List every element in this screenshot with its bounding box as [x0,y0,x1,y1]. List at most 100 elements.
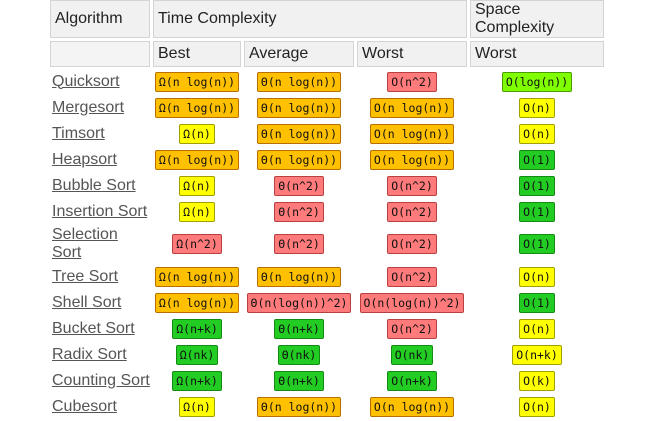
space-cell: O(1) [470,174,604,197]
best-complexity-badge: Ω(n+k) [172,370,222,391]
worst-complexity-badge: O(n^2) [387,266,437,287]
best-cell: Ω(n log(n)) [153,291,241,314]
worst-cell: O(n^2) [357,70,467,93]
space-complexity-badge: O(1) [519,234,555,254]
average-complexity-badge: Θ(n^2) [274,234,324,254]
table-row: Quicksort Ω(n log(n)) Θ(n log(n)) O(n^2) O(l… [50,70,604,93]
best-complexity-badge: Ω(n^2) [172,234,222,254]
algorithm-cell: Timsort [50,122,150,145]
algorithm-link[interactable]: Shell Sort [52,293,122,311]
table-row: Bubble Sort Ω(n) Θ(n^2) O(n^2) O(1) [50,174,604,197]
table-row: Shell Sort Ω(n log(n)) Θ(n(log(n))^2) O(n(l… [50,291,604,314]
table-row: Bucket Sort Ω(n+k) Θ(n+k) O(n^2) O(n) [50,317,604,340]
worst-cell: O(nk) [357,343,467,366]
average-complexity-badge: Θ(n log(n)) [256,71,342,92]
average-cell: Θ(n log(n)) [244,70,354,93]
algorithm-link[interactable]: Counting Sort [52,371,150,389]
best-cell: Ω(nk) [153,343,241,366]
space-complexity-badge: O(1) [519,292,555,313]
average-complexity-badge: Θ(n(log(n))^2) [246,292,352,313]
best-cell: Ω(n+k) [153,317,241,340]
average-complexity-badge: Θ(n log(n)) [256,266,342,287]
average-complexity-badge: Θ(n log(n)) [256,123,342,144]
table-row: Selection Sort Ω(n^2) Θ(n^2) O(n^2) O(1) [50,226,604,262]
space-cell: O(n) [470,265,604,288]
best-cell: Ω(n log(n)) [153,148,241,171]
space-complexity-badge: O(n) [519,123,555,144]
space-complexity-badge: O(1) [519,149,555,170]
algorithm-link[interactable]: Bubble Sort [52,176,136,194]
worst-cell: O(n^2) [357,317,467,340]
worst-complexity-badge: O(n log(n)) [369,97,455,118]
table-row: Cubesort Ω(n) Θ(n log(n)) O(n log(n)) O(n) [50,395,604,418]
average-cell: Θ(n log(n)) [244,395,354,418]
header-worst: Worst [357,41,467,67]
space-complexity-badge: O(n) [519,97,555,118]
average-cell: Θ(n+k) [244,369,354,392]
best-cell: Ω(n log(n)) [153,265,241,288]
average-cell: Θ(n^2) [244,200,354,223]
space-complexity-badge: O(k) [519,370,555,391]
worst-cell: O(n log(n)) [357,96,467,119]
complexity-table: Algorithm Time Complexity Space Complexi… [47,0,607,421]
best-cell: Ω(n log(n)) [153,70,241,93]
space-cell: O(1) [470,200,604,223]
algorithm-link[interactable]: Bucket Sort [52,319,135,337]
best-cell: Ω(n) [153,395,241,418]
worst-cell: O(n(log(n))^2) [357,291,467,314]
space-cell: O(n+k) [470,343,604,366]
algorithm-cell: Tree Sort [50,265,150,288]
space-cell: O(n) [470,395,604,418]
header-space-worst: Worst [470,41,604,67]
best-complexity-badge: Ω(n+k) [172,318,222,339]
worst-cell: O(n log(n)) [357,395,467,418]
average-cell: Θ(n^2) [244,226,354,262]
average-cell: Θ(n log(n)) [244,148,354,171]
header-algorithm: Algorithm [50,0,150,38]
best-complexity-badge: Ω(n) [179,396,215,417]
worst-cell: O(n^2) [357,265,467,288]
table-body: Quicksort Ω(n log(n)) Θ(n log(n)) O(n^2) O(l… [50,70,604,418]
algorithm-link[interactable]: Quicksort [52,72,120,90]
table-row: Timsort Ω(n) Θ(n log(n)) O(n log(n)) O(n) [50,122,604,145]
worst-complexity-badge: O(n log(n)) [369,123,455,144]
best-complexity-badge: Ω(n log(n)) [154,149,240,170]
header-row-2: Best Average Worst Worst [50,41,604,67]
space-cell: O(log(n)) [470,70,604,93]
average-cell: Θ(n log(n)) [244,122,354,145]
average-cell: Θ(n log(n)) [244,96,354,119]
space-complexity-badge: O(log(n)) [501,71,573,92]
algorithm-cell: Cubesort [50,395,150,418]
algorithm-link[interactable]: Heapsort [52,150,117,168]
algorithm-link[interactable]: Timsort [52,124,105,142]
best-cell: Ω(n) [153,174,241,197]
worst-cell: O(n^2) [357,226,467,262]
average-cell: Θ(n+k) [244,317,354,340]
worst-complexity-badge: O(n^2) [387,71,437,92]
worst-complexity-badge: O(n log(n)) [369,396,455,417]
worst-cell: O(n log(n)) [357,148,467,171]
worst-complexity-badge: O(n log(n)) [369,149,455,170]
worst-cell: O(n^2) [357,174,467,197]
header-space-complexity: Space Complexity [470,0,604,38]
algorithm-cell: Shell Sort [50,291,150,314]
best-complexity-badge: Ω(n log(n)) [154,292,240,313]
space-cell: O(n) [470,96,604,119]
algorithm-link[interactable]: Insertion Sort [52,202,148,220]
algorithm-link[interactable]: Selection Sort [52,226,118,261]
table-row: Insertion Sort Ω(n) Θ(n^2) O(n^2) O(1) [50,200,604,223]
average-cell: Θ(n log(n)) [244,265,354,288]
average-complexity-badge: Θ(n^2) [274,175,324,196]
algorithm-cell: Bucket Sort [50,317,150,340]
table-row: Radix Sort Ω(nk) Θ(nk) O(nk) O(n+k) [50,343,604,366]
algorithm-link[interactable]: Tree Sort [52,267,119,285]
header-best: Best [153,41,241,67]
algorithm-link[interactable]: Cubesort [52,397,117,415]
algorithm-link[interactable]: Radix Sort [52,345,127,363]
space-complexity-badge: O(n+k) [512,344,562,365]
space-cell: O(1) [470,226,604,262]
best-cell: Ω(n^2) [153,226,241,262]
best-cell: Ω(n+k) [153,369,241,392]
best-cell: Ω(n) [153,122,241,145]
algorithm-link[interactable]: Mergesort [52,98,125,116]
